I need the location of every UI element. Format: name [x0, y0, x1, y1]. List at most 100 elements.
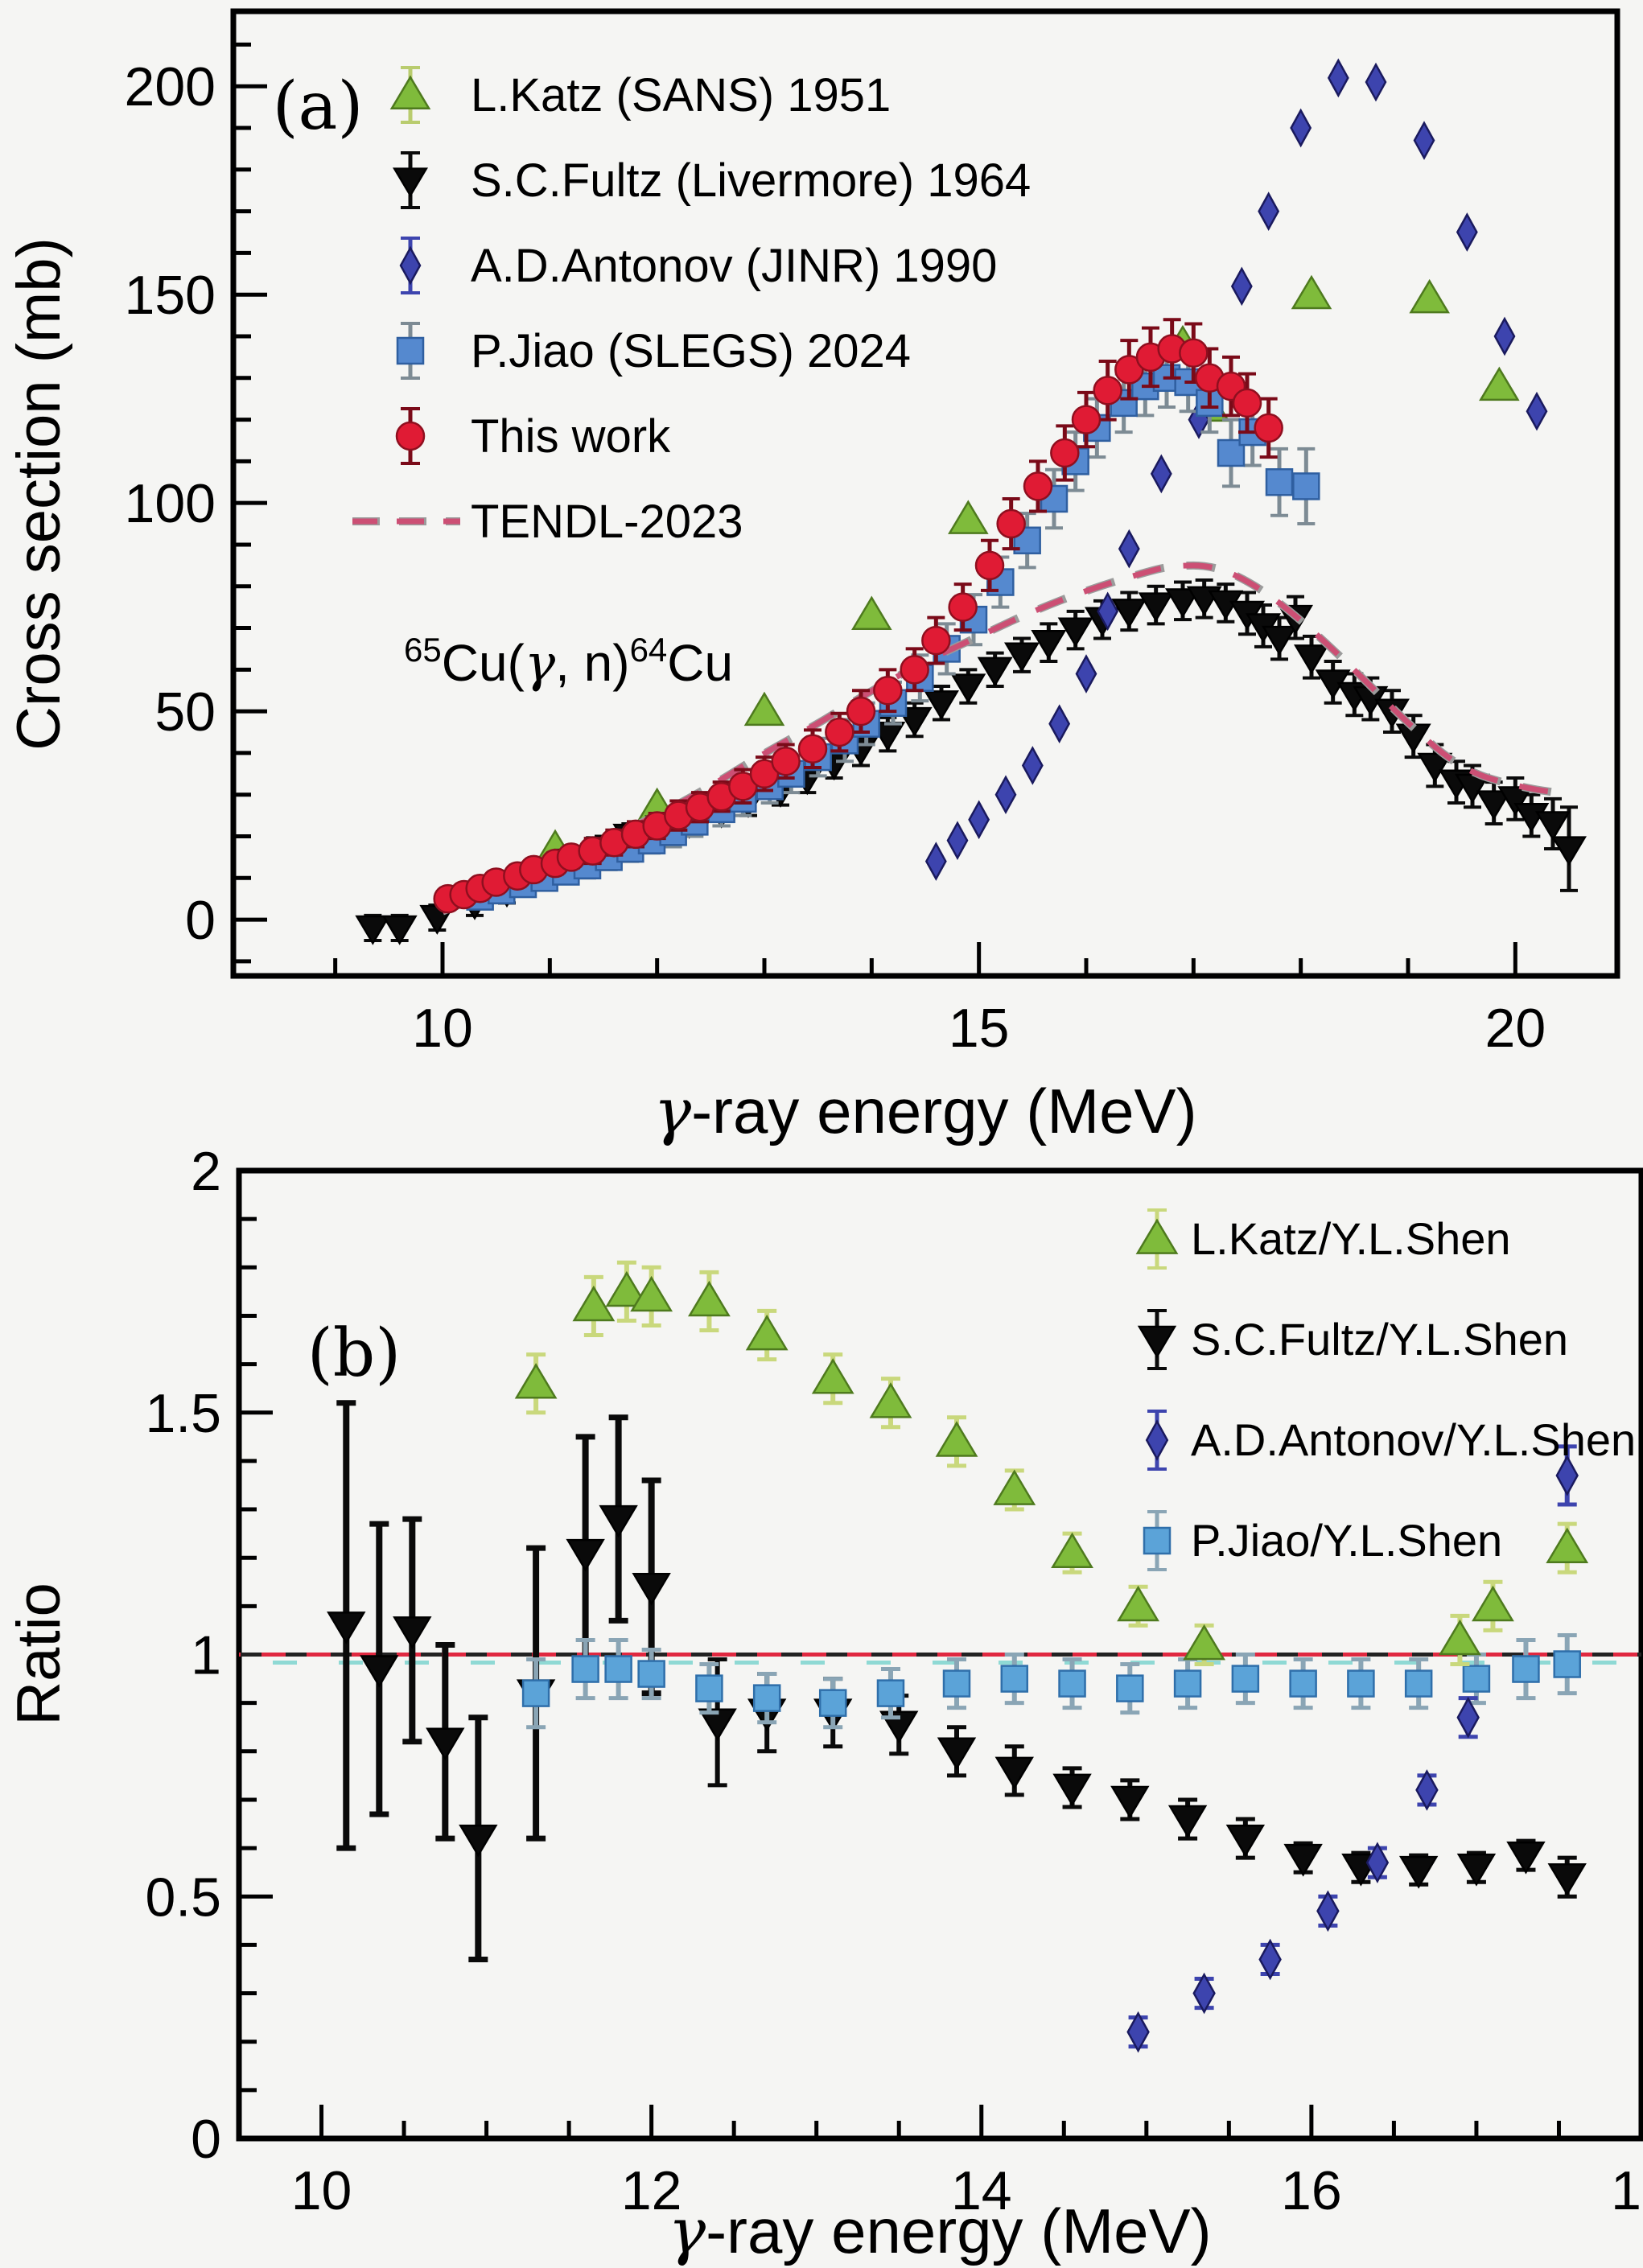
- square-marker: [1553, 1650, 1581, 1678]
- triangle-down-marker: [632, 1573, 671, 1606]
- triangle-down-marker: [1506, 1841, 1546, 1875]
- diamond-marker: [1415, 1769, 1439, 1811]
- circle-marker: [797, 734, 828, 764]
- triangle-up-marker: [1051, 1532, 1093, 1569]
- circle-marker: [974, 550, 1005, 581]
- triangle-up-marker: [743, 691, 785, 727]
- diamond-marker: [994, 775, 1017, 815]
- triangle-up-marker: [1117, 1585, 1159, 1622]
- legend-a-label: A.D.Antonov (JINR) 1990: [471, 240, 997, 292]
- legend-a-label: L.Katz (SANS) 1951: [471, 69, 891, 121]
- diamond-marker: [1118, 529, 1140, 569]
- diamond-marker: [1456, 212, 1478, 252]
- triangle-up-marker: [1546, 1527, 1589, 1564]
- triangle-up-marker: [1409, 278, 1450, 314]
- y-tick-label: 150: [125, 265, 216, 326]
- triangle-down-marker: [1417, 752, 1453, 783]
- triangle-up-marker: [572, 1285, 616, 1322]
- y-tick-label: 1.5: [145, 1383, 221, 1444]
- triangle-up-marker: [948, 500, 989, 534]
- circle-marker: [825, 717, 854, 747]
- y-tick-label: 1: [191, 1625, 221, 1686]
- tendl-curve: [441, 562, 1570, 914]
- panel-b-ylabel: Ratio: [5, 1583, 73, 1725]
- diamond-marker: [1365, 62, 1387, 102]
- square-marker: [876, 1679, 905, 1707]
- diamond-marker: [924, 842, 947, 881]
- triangle-down-marker: [393, 167, 428, 198]
- circle-marker: [749, 759, 780, 789]
- legend-a-item-antonov: A.D.Antonov (JINR) 1990: [399, 237, 997, 294]
- circle-marker: [921, 625, 951, 656]
- diamond-marker: [1526, 391, 1548, 431]
- triangle-down-marker: [1535, 811, 1571, 842]
- panel-b: 0 0.5 1 1.5 2 10 12 14 16 18 L.Katz/Y.L.Shen S.C.Fu…: [5, 1141, 1643, 2268]
- x-tick-label: 10: [291, 2160, 352, 2221]
- legend-a-item-tendl: TENDL-2023: [352, 496, 743, 548]
- circle-marker: [1093, 376, 1122, 405]
- diamond-marker: [1493, 316, 1516, 356]
- triangle-down-marker: [360, 1655, 399, 1688]
- y-tick-label: 50: [154, 681, 216, 743]
- series-thiswork-a: [433, 318, 1283, 914]
- x-tick-label: 12: [621, 2160, 682, 2221]
- square-marker: [1347, 1669, 1375, 1698]
- x-tick-label: 18: [1611, 2160, 1643, 2221]
- triangle-down-marker: [994, 1756, 1034, 1790]
- triangle-up-marker: [851, 595, 892, 631]
- x-tick-label: 16: [1281, 2160, 1342, 2221]
- y-tick-label: 0: [185, 890, 216, 951]
- diamond-marker: [1048, 704, 1071, 743]
- circle-marker: [948, 592, 978, 622]
- triangle-up-marker: [935, 1421, 978, 1457]
- triangle-down-marker: [426, 1727, 465, 1761]
- panel-b-xlabel: γ-ray energy (MeV): [668, 2196, 1211, 2268]
- x-tick-label: 15: [949, 998, 1010, 1059]
- triangle-down-marker: [698, 1708, 737, 1742]
- triangle-up-marker: [1479, 366, 1520, 401]
- triangle-down-marker: [1551, 836, 1587, 866]
- panel-a-frame: [230, 8, 1620, 979]
- y-tick-label: 200: [125, 56, 216, 117]
- legend-a-label: TENDL-2023: [471, 496, 743, 548]
- x-tick-label: 10: [412, 998, 473, 1059]
- diamond-marker: [1258, 1938, 1282, 1981]
- diamond-marker: [1456, 1696, 1480, 1739]
- square-marker: [1289, 1669, 1317, 1698]
- x-tick-label: 14: [951, 2160, 1012, 2221]
- triangle-up-marker: [993, 1469, 1036, 1505]
- circle-marker: [1023, 471, 1053, 501]
- circle-marker: [771, 747, 801, 776]
- square-marker: [1143, 1526, 1172, 1555]
- square-marker: [942, 1669, 971, 1698]
- legend-a-label: This work: [471, 410, 671, 463]
- legend-b-label: A.D.Antonov/Y.L.Shen: [1191, 1414, 1636, 1465]
- triangle-down-marker: [1138, 592, 1174, 623]
- triangle-down-marker: [1165, 588, 1200, 619]
- square-marker: [1462, 1665, 1491, 1693]
- diamond-marker: [1316, 1890, 1340, 1933]
- square-marker: [1404, 1669, 1433, 1698]
- circle-marker: [1254, 413, 1283, 443]
- triangle-up-marker: [605, 1270, 649, 1307]
- triangle-down-marker: [950, 673, 986, 704]
- diamond-marker: [1230, 266, 1253, 307]
- circle-marker: [1071, 405, 1102, 434]
- triangle-up-marker: [514, 1363, 558, 1399]
- legend-b: L.Katz/Y.L.Shen S.C.Fultz/Y.L.Shen A.D.Ant…: [1135, 1208, 1636, 1571]
- diamond-marker: [968, 800, 990, 840]
- series-katz_r-b: [514, 1260, 1589, 1667]
- square-marker: [1058, 1669, 1086, 1698]
- square-marker: [1512, 1655, 1540, 1683]
- panel-b-tag: (b): [307, 1315, 401, 1392]
- diamond-marker: [1555, 1455, 1579, 1496]
- triangle-down-marker: [1294, 644, 1329, 675]
- square-marker: [1116, 1674, 1144, 1702]
- legend-b-item-katz_r: L.Katz/Y.L.Shen: [1135, 1208, 1511, 1270]
- triangle-down-marker: [937, 1737, 977, 1771]
- diamond-marker: [1365, 1842, 1390, 1883]
- x-tick-label: 20: [1485, 998, 1546, 1059]
- triangle-down-marker: [1167, 1805, 1208, 1838]
- triangle-down-marker: [327, 1611, 366, 1644]
- circle-marker: [900, 655, 929, 685]
